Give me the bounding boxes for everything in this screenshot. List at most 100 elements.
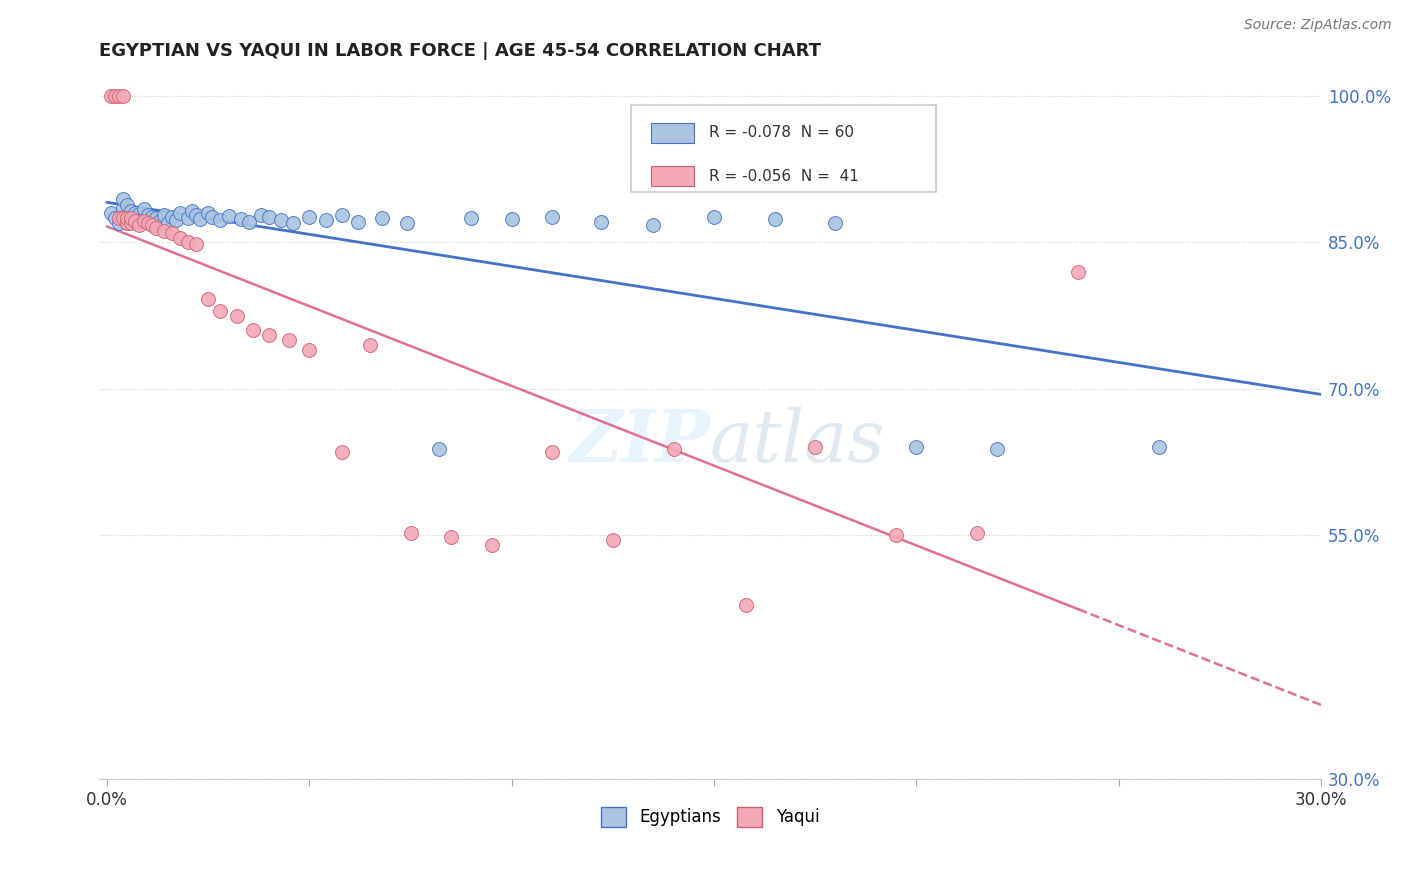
- Point: [1067, 265, 1090, 279]
- Point: [298, 343, 321, 357]
- Point: [128, 218, 150, 232]
- Point: [117, 198, 139, 212]
- Point: [117, 208, 139, 222]
- Point: [120, 211, 142, 225]
- Point: [330, 208, 353, 222]
- Point: [209, 213, 232, 227]
- Text: R = -0.078  N = 60: R = -0.078 N = 60: [709, 125, 853, 140]
- Point: [169, 206, 191, 220]
- Point: [112, 201, 135, 215]
- Point: [197, 206, 219, 220]
- Point: [128, 207, 150, 221]
- Point: [399, 526, 422, 541]
- Point: [108, 89, 131, 103]
- Point: [440, 530, 463, 544]
- Point: [104, 89, 127, 103]
- Point: [124, 213, 146, 227]
- Point: [141, 216, 163, 230]
- Point: [250, 208, 273, 222]
- Point: [278, 333, 301, 347]
- Point: [197, 292, 219, 306]
- Point: [541, 210, 564, 224]
- Point: [160, 210, 183, 224]
- Point: [662, 442, 685, 457]
- Text: atlas: atlas: [710, 407, 886, 477]
- Point: [347, 215, 370, 229]
- Point: [270, 213, 292, 227]
- Text: ZIP: ZIP: [569, 406, 710, 477]
- Point: [124, 206, 146, 220]
- Point: [1147, 440, 1170, 454]
- Bar: [651, 167, 695, 186]
- Point: [371, 211, 394, 225]
- Point: [966, 526, 988, 541]
- Point: [120, 211, 142, 225]
- Point: [315, 213, 337, 227]
- Point: [257, 328, 280, 343]
- Point: [100, 89, 122, 103]
- Point: [184, 208, 207, 222]
- Point: [602, 533, 624, 547]
- Point: [501, 212, 523, 227]
- Point: [124, 214, 146, 228]
- Point: [104, 211, 127, 225]
- Text: R = -0.056  N =  41: R = -0.056 N = 41: [709, 169, 859, 184]
- Point: [884, 528, 907, 542]
- Point: [145, 211, 167, 225]
- Point: [169, 230, 191, 244]
- Point: [132, 210, 155, 224]
- Point: [541, 445, 564, 459]
- Point: [100, 206, 122, 220]
- Point: [824, 216, 846, 230]
- Point: [112, 211, 135, 225]
- Point: [120, 204, 142, 219]
- Point: [112, 89, 135, 103]
- Point: [905, 440, 928, 454]
- Point: [136, 216, 159, 230]
- Point: [177, 235, 200, 250]
- Point: [209, 303, 232, 318]
- Point: [218, 209, 240, 223]
- Point: [395, 216, 418, 230]
- Point: [145, 220, 167, 235]
- Point: [763, 212, 786, 227]
- Point: [184, 237, 207, 252]
- Point: [242, 323, 264, 337]
- Point: [181, 204, 204, 219]
- Legend: Egyptians, Yaqui: Egyptians, Yaqui: [593, 800, 827, 834]
- Point: [735, 599, 758, 613]
- Point: [201, 210, 224, 224]
- Text: Source: ZipAtlas.com: Source: ZipAtlas.com: [1244, 18, 1392, 32]
- Point: [149, 214, 172, 228]
- Point: [225, 309, 247, 323]
- Point: [117, 211, 139, 225]
- Point: [229, 212, 252, 227]
- Point: [136, 208, 159, 222]
- Point: [120, 216, 142, 230]
- Point: [108, 216, 131, 230]
- Point: [481, 538, 503, 552]
- Point: [152, 208, 174, 222]
- Point: [112, 192, 135, 206]
- Point: [359, 338, 381, 352]
- Point: [238, 215, 260, 229]
- Point: [165, 213, 187, 227]
- Point: [156, 216, 179, 230]
- Point: [298, 210, 321, 224]
- Point: [117, 216, 139, 230]
- Point: [108, 211, 131, 225]
- Point: [152, 224, 174, 238]
- Point: [145, 218, 167, 232]
- Point: [460, 211, 482, 225]
- Point: [160, 226, 183, 240]
- Point: [188, 212, 211, 227]
- Point: [177, 211, 200, 225]
- Point: [427, 442, 450, 457]
- Point: [804, 440, 827, 454]
- Point: [141, 210, 163, 224]
- Point: [132, 214, 155, 228]
- Bar: [651, 123, 695, 143]
- Point: [986, 442, 1008, 457]
- Point: [703, 210, 725, 224]
- Point: [128, 214, 150, 228]
